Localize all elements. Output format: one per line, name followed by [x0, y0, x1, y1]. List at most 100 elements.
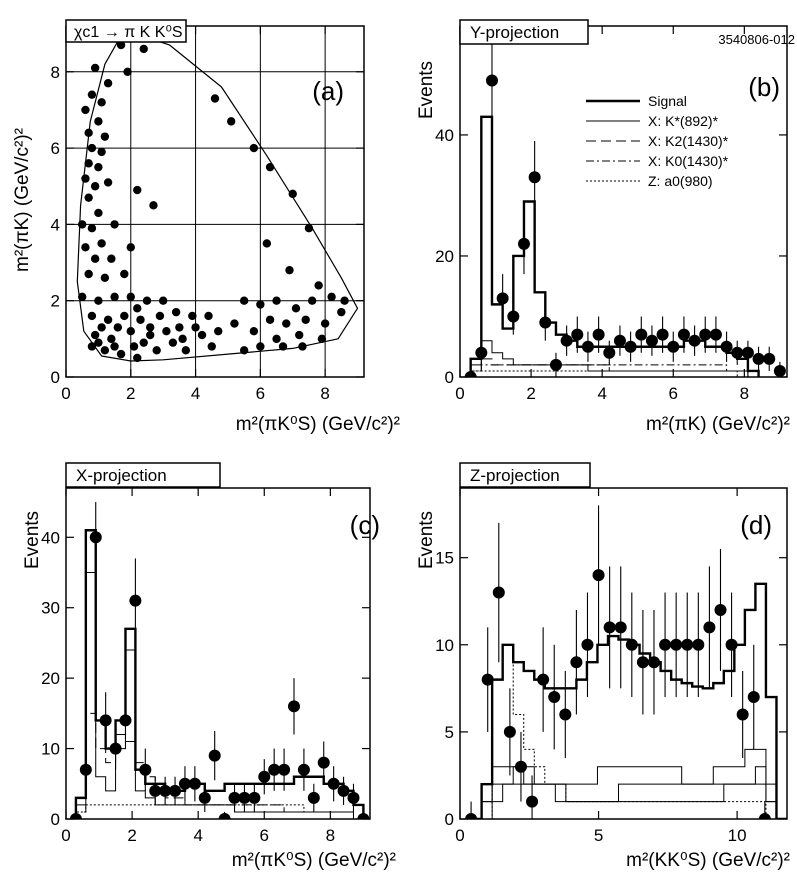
legend-label: Z: a0(980): [648, 173, 713, 189]
d-component-1: [471, 766, 787, 819]
b-data-point: [720, 340, 733, 353]
b-data-point: [496, 292, 509, 305]
panel-b-tag: (b): [748, 72, 780, 102]
panel-c-frame: [65, 487, 371, 820]
dalitz-event: [90, 254, 100, 263]
d-data-point: [514, 760, 527, 773]
panel-d-xlabel: m²(KK⁰S) (GeV/c²)²: [626, 850, 790, 871]
d-data-point: [703, 621, 716, 634]
dalitz-event: [107, 334, 116, 344]
d-data-point: [625, 638, 638, 651]
d-data-point: [548, 691, 561, 704]
dalitz-event: [94, 162, 103, 172]
panel-d-points: [465, 505, 771, 819]
d-component-0: [471, 766, 787, 819]
c-ytick-label: 30: [41, 599, 60, 618]
panel-b-xlabel: m²(πK) (GeV/c²)²: [646, 414, 790, 435]
dalitz-event: [207, 342, 216, 351]
dalitz-event: [298, 342, 307, 351]
c-data-point: [238, 791, 251, 804]
panel-c-title: X-projection: [76, 466, 167, 485]
b-ytick-label: 40: [435, 126, 454, 145]
d-data-point: [758, 813, 771, 819]
d-data-point: [736, 708, 749, 721]
b-data-point: [571, 328, 584, 341]
b-data-point: [667, 340, 680, 353]
c-data-point: [169, 784, 182, 797]
dalitz-event: [152, 346, 161, 355]
d-data-point: [614, 621, 627, 634]
d-data-point: [692, 638, 705, 651]
legend-label: X: K2(1430)*: [648, 133, 729, 149]
panel-a-ticks: 0 2 4 6 8 0 2 4 6 8: [51, 26, 364, 403]
panel-c-points: [69, 502, 370, 819]
dalitz-event: [256, 300, 265, 309]
panel-d-title: Z-projection: [470, 466, 560, 485]
c-data-point: [99, 714, 112, 727]
dalitz-event: [155, 311, 165, 321]
b-data-point: [507, 310, 520, 323]
d-data-point: [559, 708, 572, 721]
legend-label: Signal: [648, 93, 687, 109]
b-data-point: [528, 171, 541, 184]
dalitz-event: [126, 327, 135, 336]
panel-c-signal: [74, 529, 365, 819]
c-data-point: [208, 749, 221, 762]
a-ytick-label: 8: [51, 63, 60, 82]
dalitz-event: [327, 292, 336, 302]
panel-c-xlabel: m²(πK⁰S) (GeV/c²)²: [232, 850, 396, 871]
dalitz-event: [126, 243, 135, 252]
dalitz-event: [146, 330, 155, 340]
dalitz-event: [191, 323, 200, 332]
c-data-point: [218, 813, 231, 819]
dalitz-event: [317, 334, 327, 344]
b-component-2: [470, 364, 759, 377]
panel-c: 0 2 4 6 8 0 10 20 30 40 X-projection (c) m²(πK⁰S)…: [22, 462, 396, 871]
d-data-point: [570, 656, 583, 669]
dalitz-event: [100, 273, 110, 283]
dalitz-event: [110, 220, 119, 229]
panel-b-ylabel: Events: [416, 61, 437, 119]
d-data-point: [725, 638, 738, 651]
c-data-point: [278, 763, 291, 776]
dalitz-event: [188, 311, 197, 321]
dalitz-event: [320, 319, 330, 328]
dalitz-event: [97, 323, 106, 332]
dalitz-event: [116, 349, 126, 359]
d-data-point: [465, 813, 478, 819]
c-data-point: [288, 700, 300, 713]
d-data-point: [526, 795, 539, 808]
c-ytick-label: 40: [41, 528, 60, 547]
b-data-point: [517, 237, 530, 250]
dalitz-event: [278, 342, 288, 351]
dalitz-event: [84, 269, 93, 279]
legend-label: X: K0(1430)*: [648, 153, 729, 169]
a-xtick-label: 0: [61, 384, 70, 403]
panel-d-tag: (d): [740, 510, 772, 540]
c-data-point: [347, 791, 360, 804]
d-xtick-label: 0: [455, 826, 464, 845]
dalitz-event: [301, 315, 310, 324]
a-xtick-label: 2: [126, 384, 135, 403]
c-data-point: [159, 784, 172, 797]
c-data-point: [149, 784, 162, 797]
dalitz-event: [84, 159, 93, 168]
b-component-1: [470, 358, 759, 377]
dalitz-event: [285, 265, 294, 275]
c-data-point: [89, 531, 102, 544]
dalitz-event: [77, 220, 87, 229]
d-data-point: [647, 656, 660, 669]
dalitz-event: [113, 323, 123, 332]
b-data-point: [549, 358, 562, 371]
a-ytick-label: 2: [51, 292, 60, 311]
c-data-point: [198, 791, 211, 804]
panel-a-points: [77, 40, 349, 363]
c-xtick-label: 4: [193, 826, 202, 845]
dalitz-event: [291, 304, 301, 313]
c-data-point: [357, 813, 370, 819]
d-data-point: [670, 638, 683, 651]
dalitz-event: [288, 189, 297, 199]
b-data-point: [645, 334, 658, 347]
b-data-point: [699, 328, 712, 341]
dalitz-event: [214, 327, 223, 336]
